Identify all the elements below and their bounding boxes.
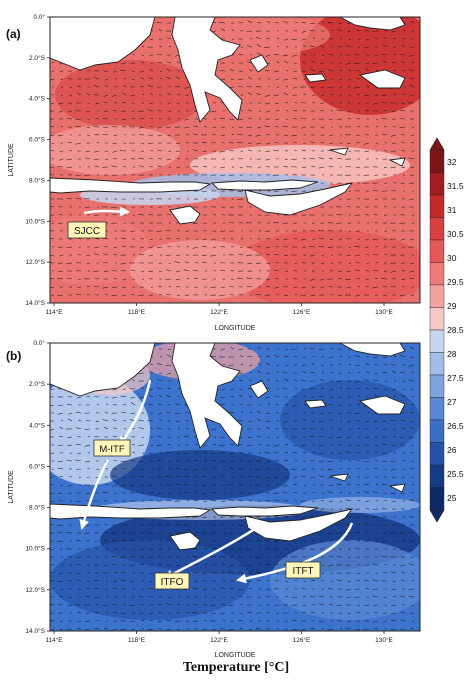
panel-a-xlabel: LONGITUDE [215, 325, 256, 332]
colorbar-tick-label: 29.5 [447, 277, 464, 287]
x-tick-label: 114°E [45, 636, 63, 644]
y-tick-label: 12.0°S [25, 586, 45, 594]
colorbar-tick-label: 26 [447, 445, 457, 455]
y-tick-label: 14.0°S [25, 299, 45, 307]
svg-text:ITFO: ITFO [161, 577, 184, 588]
colorbar-segment [430, 195, 444, 218]
colorbar-tick-label: 25.5 [447, 469, 464, 479]
colorbar-segment [430, 488, 444, 511]
colorbar-segment [430, 465, 444, 488]
itfo-label: ITFO [155, 573, 189, 589]
x-tick-label: 130°E [375, 308, 393, 316]
colorbar-segment [430, 308, 444, 331]
colorbar-segment [430, 330, 444, 353]
colorbar-tick-label: 28.5 [447, 325, 464, 335]
colorbar-segment [430, 375, 444, 398]
x-tick-label: 118°E [128, 636, 146, 644]
colorbar-tick-label: 29 [447, 301, 457, 311]
colorbar-tick-label: 25 [447, 493, 457, 503]
y-tick-label: 10.0°S [25, 217, 45, 225]
y-tick-label: 2.0°S [29, 380, 46, 388]
y-tick-label: 4.0°S [29, 95, 46, 103]
y-tick-label: 6.0°S [29, 136, 46, 144]
svg-text:ITFT: ITFT [292, 566, 313, 577]
itft-label: ITFT [286, 562, 320, 578]
colorbar-tick-label: 28 [447, 349, 457, 359]
y-tick-label: 8.0°S [29, 504, 46, 512]
colorbar-segment [430, 420, 444, 443]
m-itf-label: M-ITF [94, 440, 130, 456]
panel-b-map: (b) [6, 339, 430, 659]
panel-b-label: (b) [6, 349, 21, 363]
colorbar-segment [430, 443, 444, 466]
x-tick-label: 130°E [375, 636, 393, 644]
colorbar-tick-label: 27 [447, 397, 457, 407]
colorbar-segment [430, 240, 444, 263]
panel-a-label: (a) [6, 27, 21, 41]
y-tick-label: 0.0° [33, 339, 45, 347]
colorbar-title: Temperature [°C] [0, 660, 472, 676]
x-tick-label: 126°E [293, 636, 311, 644]
panel-b-ylabel: LATITUDE [8, 470, 15, 504]
svg-text:SJCC: SJCC [74, 226, 100, 237]
colorbar-segment [430, 173, 444, 196]
colorbar-tick-label: 30.5 [447, 229, 464, 239]
y-tick-label: 14.0°S [25, 627, 45, 635]
x-tick-label: 114°E [45, 308, 63, 316]
colorbar-segment [430, 150, 444, 173]
colorbar-segment [430, 398, 444, 421]
y-tick-label: 2.0°S [29, 54, 46, 62]
x-tick-label: 118°E [128, 308, 146, 316]
x-tick-label: 122°E [210, 636, 228, 644]
x-tick-label: 126°E [293, 308, 311, 316]
x-tick-label: 122°E [210, 308, 228, 316]
colorbar-segment [430, 263, 444, 286]
colorbar-tick-label: 31.5 [447, 181, 464, 191]
y-tick-label: 4.0°S [29, 421, 46, 429]
y-tick-label: 8.0°S [29, 176, 46, 184]
y-tick-label: 0.0° [33, 13, 45, 21]
y-tick-label: 6.0°S [29, 462, 46, 470]
panel-b-xlabel: LONGITUDE [215, 652, 256, 659]
y-tick-label: 12.0°S [25, 258, 45, 266]
colorbar-tick-label: 26.5 [447, 421, 464, 431]
svg-text:M-ITF: M-ITF [99, 444, 125, 455]
panel-a-ylabel: LATITUDE [8, 143, 15, 177]
colorbar-tick-label: 32 [447, 157, 457, 167]
colorbar-segment [430, 353, 444, 376]
colorbar-tick-label: 30 [447, 253, 457, 263]
y-tick-label: 10.0°S [25, 545, 45, 553]
colorbar-segment [430, 218, 444, 241]
panel-a-map: (a) [6, 5, 440, 332]
colorbar-tick-label: 31 [447, 205, 457, 215]
temperature-colorbar: 32 31.5 31 30.5 30 29.5 29 28.5 28 27.5 27 26.5 26 25… [430, 138, 464, 522]
colorbar-tick-label: 27.5 [447, 373, 464, 383]
colorbar-segment [430, 285, 444, 308]
sjcc-label: SJCC [68, 222, 106, 238]
